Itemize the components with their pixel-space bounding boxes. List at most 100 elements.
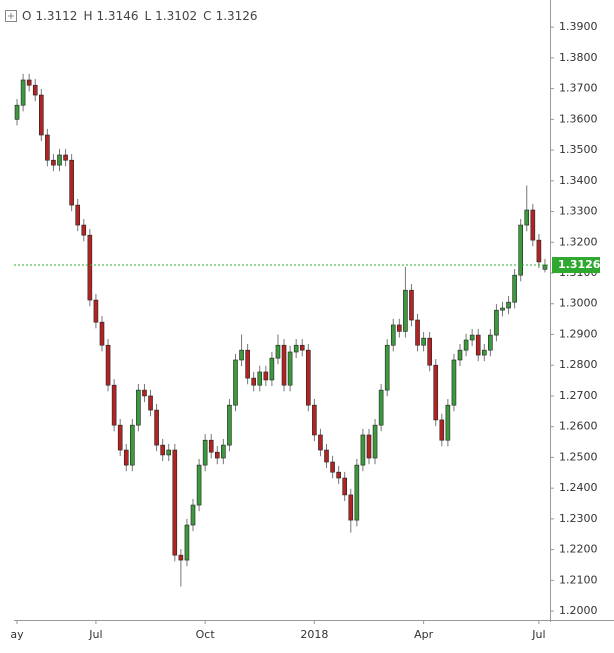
candle-body — [518, 224, 523, 276]
y-tick-label: 1.2100 — [559, 573, 598, 586]
candle-body — [142, 389, 147, 397]
ohlc-value: 1.3112 — [35, 9, 77, 23]
candle-body — [263, 371, 269, 381]
ohlc-label: C — [203, 9, 211, 23]
y-tick-label: 1.2400 — [559, 481, 598, 494]
candle-body — [202, 439, 208, 466]
x-tick-label: Oct — [196, 628, 216, 641]
candle-body — [166, 449, 172, 456]
candle-body — [63, 154, 68, 161]
y-tick-label: 1.2800 — [559, 358, 598, 371]
candle-body — [524, 209, 530, 226]
candle-body — [475, 334, 481, 356]
candle-body — [75, 204, 81, 226]
candle-body — [245, 349, 250, 379]
candle-body — [257, 371, 263, 386]
candle-body — [275, 344, 281, 359]
candle-body — [87, 234, 93, 301]
candle-body — [32, 84, 38, 96]
candle-body — [318, 434, 323, 451]
y-tick-label: 1.3300 — [559, 205, 598, 218]
candle-body — [439, 419, 445, 441]
candle-body — [330, 461, 335, 473]
candle-body — [378, 389, 384, 426]
candle-body — [293, 344, 299, 353]
candle-body — [45, 134, 50, 161]
ohlc-value: 1.3102 — [155, 9, 197, 23]
icon-box[interactable] — [5, 10, 17, 22]
candle-body — [214, 451, 220, 459]
candle-body — [463, 339, 469, 351]
y-tick-label: 1.2900 — [559, 327, 598, 340]
y-tick-label: 1.2700 — [559, 389, 598, 402]
candle-body — [208, 439, 214, 453]
ohlc-label: L — [144, 9, 151, 23]
candle-body — [57, 154, 62, 166]
candle-body — [196, 464, 202, 506]
y-tick-label: 1.2000 — [559, 604, 598, 617]
candle-body — [488, 334, 493, 351]
candle-body — [184, 524, 190, 561]
ohlc-label: H — [83, 9, 92, 23]
y-tick-label: 1.3900 — [559, 20, 598, 33]
candle-body — [154, 409, 159, 446]
candle-body — [445, 404, 451, 441]
candle-body — [494, 309, 499, 336]
candle-body — [372, 424, 378, 459]
candle-body — [160, 444, 165, 456]
candle-body — [536, 239, 542, 263]
candle-body — [415, 319, 420, 346]
x-tick-label: Jul — [88, 628, 102, 641]
candle-body — [500, 307, 505, 311]
y-tick-label: 1.3600 — [559, 112, 598, 125]
candle-body — [251, 377, 256, 386]
candle-body — [530, 209, 536, 241]
candle-body — [457, 349, 463, 361]
candle-body — [336, 471, 341, 479]
y-tick-label: 1.3700 — [559, 82, 598, 95]
candle-body — [117, 424, 123, 451]
y-tick-label: 1.3000 — [559, 297, 598, 310]
candle-body — [111, 384, 117, 426]
candle-body — [354, 464, 360, 521]
candle-body — [227, 404, 232, 446]
x-tick-label: Apr — [414, 628, 434, 641]
candle-body — [342, 477, 348, 496]
candle-body — [481, 349, 487, 356]
candle-body — [312, 404, 317, 436]
candle-body — [26, 79, 32, 86]
candle-body — [148, 395, 153, 411]
y-tick-label: 1.3800 — [559, 51, 598, 64]
y-tick-label: 1.3200 — [559, 235, 598, 248]
candle-body — [93, 299, 99, 323]
candle-body — [384, 344, 390, 391]
candle-body — [397, 324, 402, 332]
candle-body — [123, 449, 129, 466]
candle-body — [221, 444, 226, 459]
candle-body — [409, 289, 414, 321]
x-tick-label: ay — [10, 628, 24, 641]
ohlc-value: 1.3126 — [216, 9, 258, 23]
y-tick-label: 1.2200 — [559, 543, 598, 556]
candle-body — [69, 159, 74, 206]
candle-body — [233, 359, 238, 406]
expand-icon[interactable] — [5, 10, 17, 22]
candle-body — [299, 344, 305, 351]
candle-body — [20, 79, 26, 106]
y-tick-label: 1.3400 — [559, 174, 598, 187]
candle-body — [281, 344, 287, 386]
y-tick-label: 1.3500 — [559, 143, 598, 156]
candle-body — [360, 434, 366, 466]
candle-body — [172, 449, 178, 556]
ohlc-value: 1.3146 — [96, 9, 138, 23]
candle-body — [542, 264, 548, 270]
last-price-label: 1.3126 — [558, 258, 601, 271]
candle-body — [190, 504, 196, 526]
candle-body — [81, 224, 87, 236]
candle-body — [287, 351, 293, 386]
candle-body — [433, 364, 439, 421]
candle-body — [469, 334, 475, 341]
candle-body — [239, 349, 244, 361]
